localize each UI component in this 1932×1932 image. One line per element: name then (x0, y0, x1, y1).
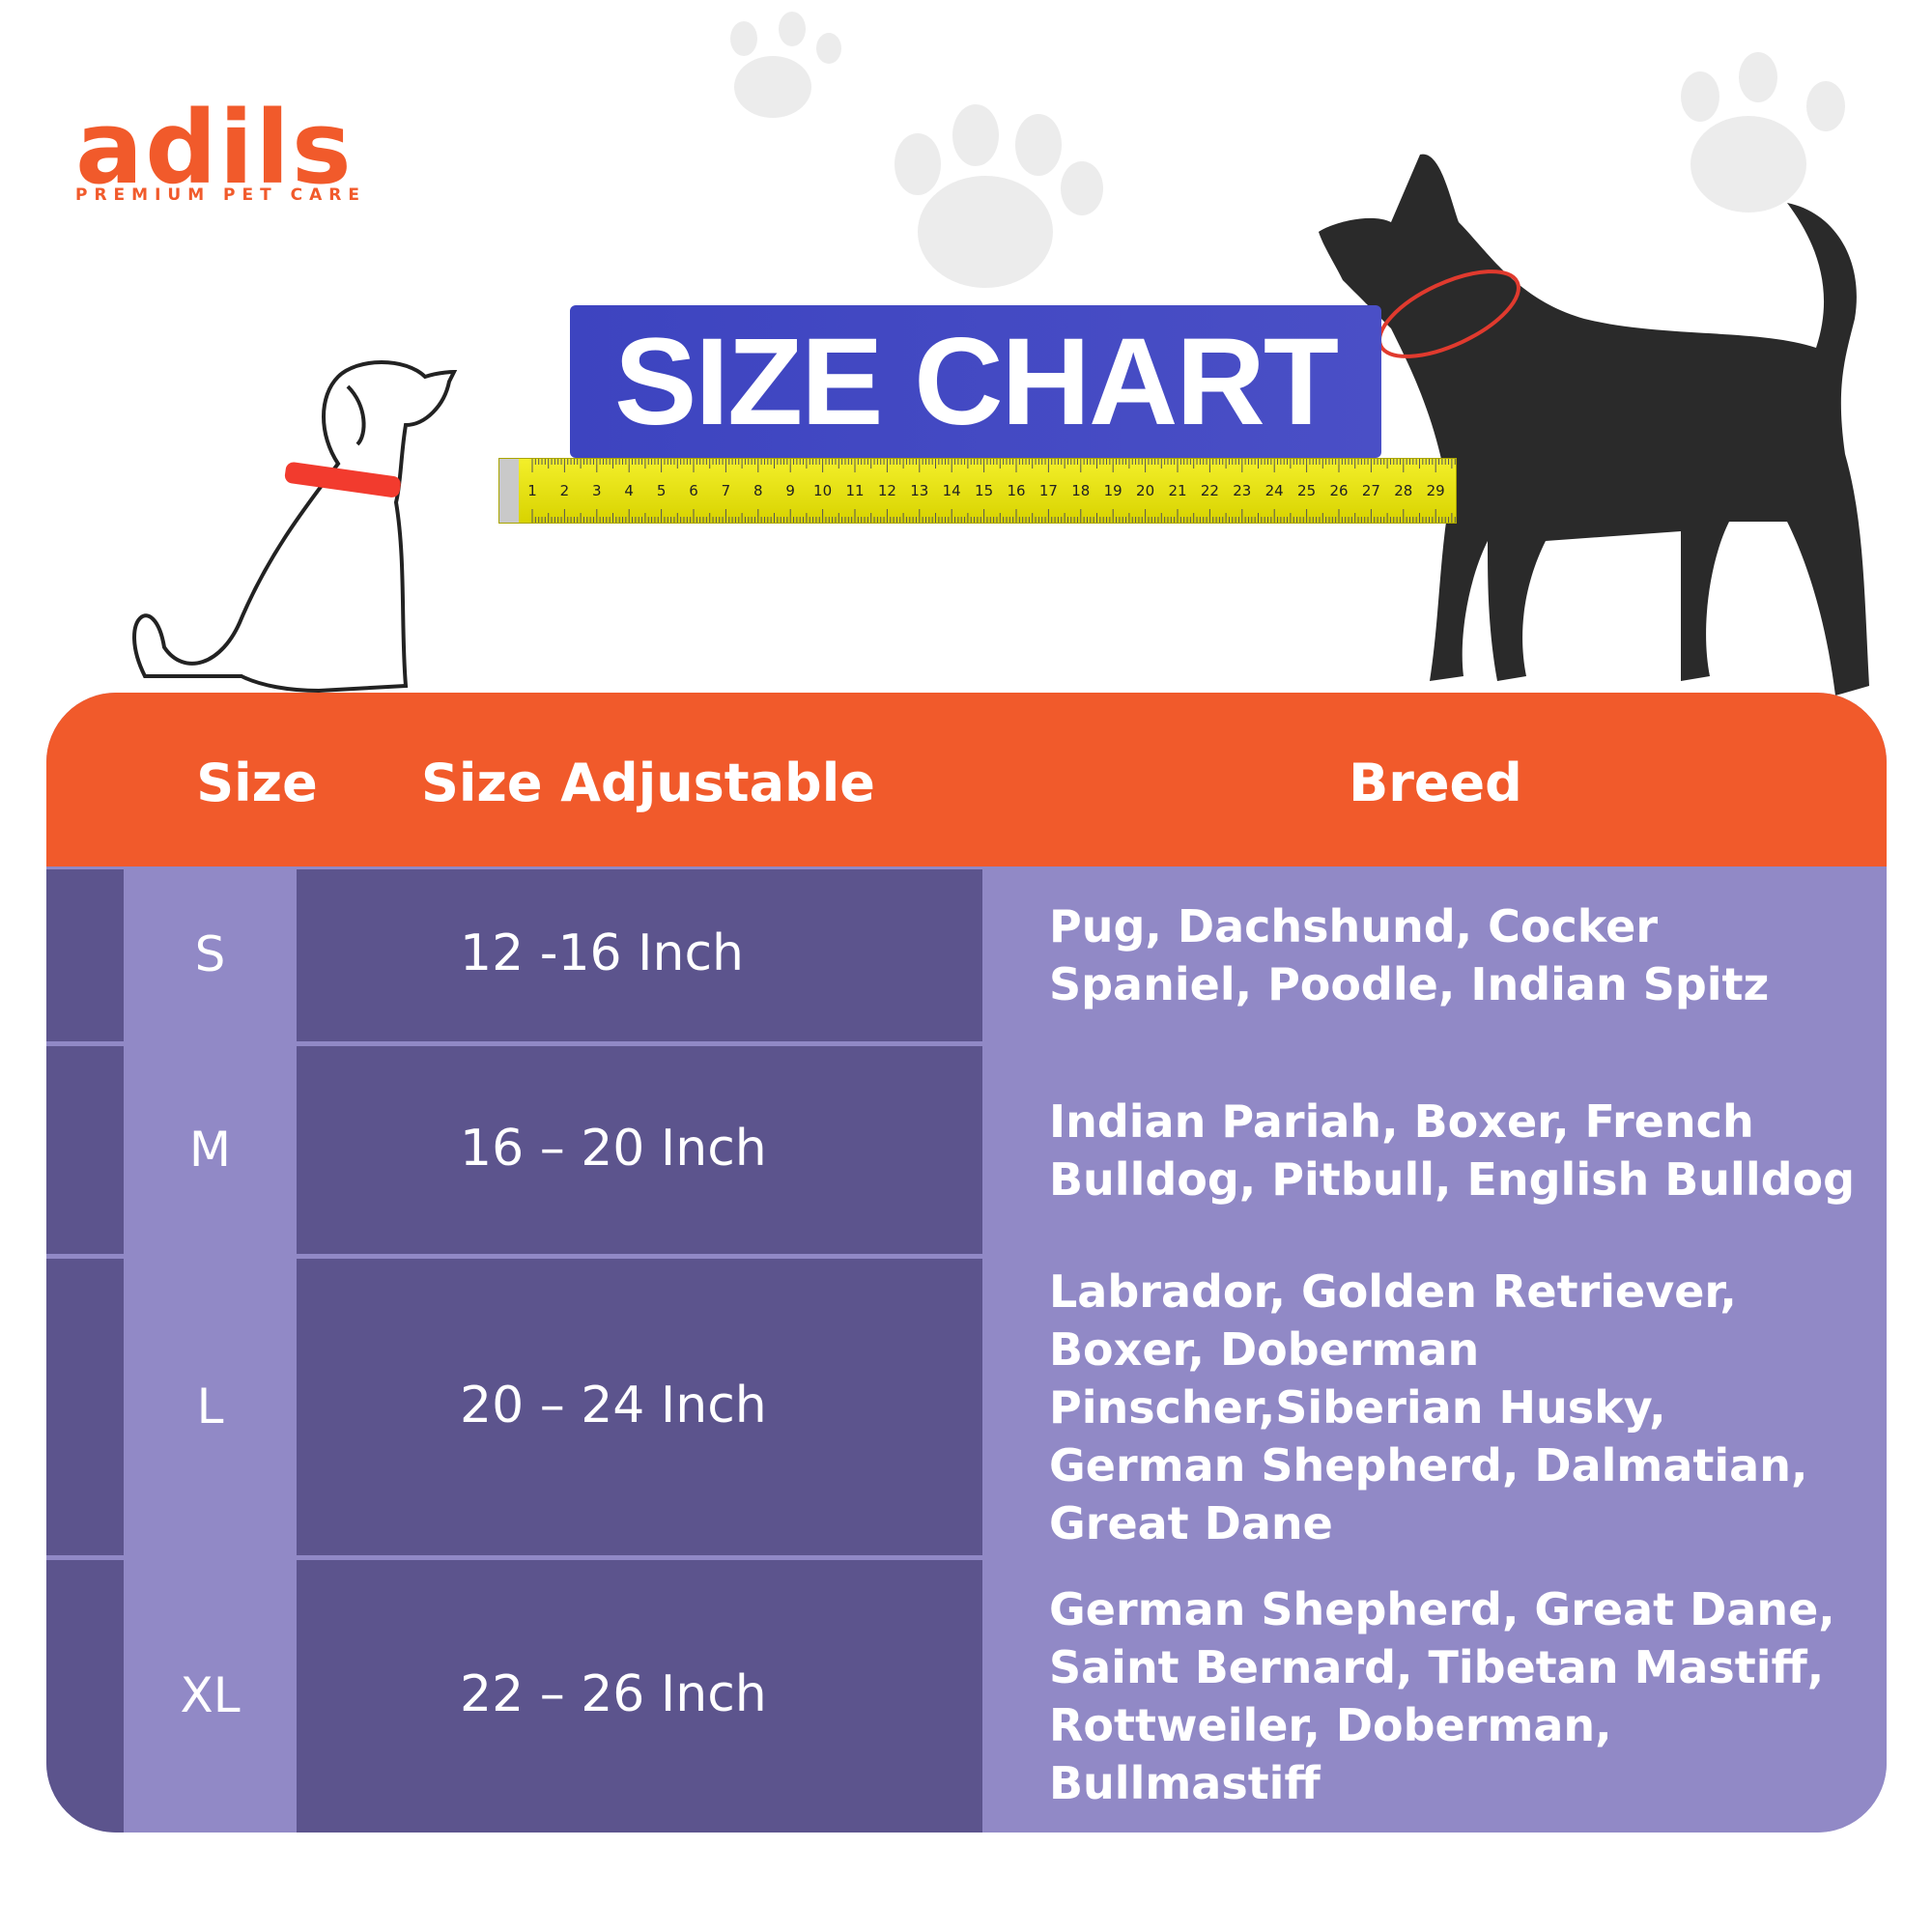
ruler-number: 5 (657, 482, 667, 499)
adjustable-text: 16 – 20 Inch (460, 1119, 767, 1178)
ruler-number: 23 (1233, 482, 1251, 499)
red-collar (284, 462, 401, 497)
breed-cell (985, 1046, 1887, 1254)
row-strip (46, 1259, 124, 1555)
size-text: XL (180, 1667, 241, 1723)
ruler-number: 9 (785, 482, 795, 499)
breed-cell (985, 869, 1887, 1041)
ruler-number: 3 (592, 482, 602, 499)
logo-tagline: PREMIUM PET CARE (75, 185, 366, 205)
size-text: L (196, 1378, 224, 1435)
ruler-number: 12 (878, 482, 896, 499)
sitting-dog (132, 360, 458, 694)
ruler-number: 8 (753, 482, 763, 499)
header-adjustable: Size Adjustable (421, 753, 875, 813)
ruler-number: 7 (722, 482, 731, 499)
decoration (132, 12, 1869, 696)
size-cell (127, 1259, 294, 1555)
breed-text: Indian Pariah, Boxer, French Bulldog, Pi… (1049, 1094, 1856, 1206)
banner: SIZE CHART (570, 305, 1381, 458)
ruler: 1 2 3 4 5 6 7 8 9 10 11 12 13 14 15 16 17 18 19 20 21 22 23 24 2… (498, 458, 1457, 524)
ruler-number: 27 (1362, 482, 1380, 499)
size-text: S (194, 926, 226, 982)
banner-title: SIZE CHART (614, 312, 1339, 451)
black-dog (1319, 154, 1869, 696)
adjustable-text: 20 – 24 Inch (460, 1376, 767, 1435)
logo-name: adils (75, 89, 354, 207)
breed-cell (985, 1560, 1887, 1833)
ruler-end (499, 459, 519, 523)
ruler-number: 14 (943, 482, 961, 499)
ruler-number: 19 (1104, 482, 1122, 499)
ruler-scale: 1 2 3 4 5 6 7 8 9 10 11 12 13 14 15 16 17 18 19 20 21 22 23 24 2… (499, 459, 1456, 523)
ruler-number: 17 (1039, 482, 1058, 499)
ruler-number: 2 (560, 482, 570, 499)
ruler-number: 11 (845, 482, 864, 499)
ruler-number: 25 (1297, 482, 1316, 499)
adjustable-cell (297, 1560, 982, 1833)
size-cell (127, 1560, 294, 1833)
adjustable-cell (297, 1259, 982, 1555)
row-strip (46, 1560, 124, 1833)
ruler-number: 10 (813, 482, 832, 499)
paw-prints (730, 12, 1845, 288)
ruler-number: 24 (1265, 482, 1284, 499)
breed-text: Labrador, Golden Retriever, Boxer, Dober… (1049, 1264, 1808, 1549)
size-cell (127, 869, 294, 1041)
ruler-number: 28 (1394, 482, 1412, 499)
ruler-number: 13 (910, 482, 928, 499)
adjustable-text: 22 – 26 Inch (460, 1665, 767, 1723)
size-table: Size Size Adjustable Breed S 12 -16 Inch P… (46, 693, 1887, 1833)
ruler-number: 18 (1071, 482, 1090, 499)
adjustable-text: 12 -16 Inch (460, 924, 744, 982)
adjustable-cell (297, 869, 982, 1041)
breed-cell (985, 1259, 1887, 1555)
ruler-number: 1 (527, 482, 537, 499)
size-text: M (188, 1121, 232, 1178)
ruler-number: 16 (1007, 482, 1025, 499)
breed-text: Pug, Dachshund, Cocker Spaniel, Poodle, … (1049, 900, 1770, 1010)
breed-text: German Shepherd, Great Dane, Saint Berna… (1049, 1583, 1835, 1809)
ruler-number: 29 (1427, 482, 1445, 499)
row-strip (46, 869, 124, 1041)
row-strip (46, 1046, 124, 1254)
ruler-number: 15 (975, 482, 993, 499)
ruler-number: 4 (624, 482, 634, 499)
header-breed: Breed (1349, 753, 1522, 813)
ruler-number: 21 (1168, 482, 1186, 499)
size-cell (127, 1046, 294, 1254)
ruler-number: 20 (1136, 482, 1154, 499)
ruler-number: 26 (1329, 482, 1348, 499)
header-size: Size (196, 753, 318, 813)
table-header (46, 693, 1887, 867)
ruler-number: 6 (689, 482, 698, 499)
ruler-number: 22 (1201, 482, 1219, 499)
adjustable-cell (297, 1046, 982, 1254)
